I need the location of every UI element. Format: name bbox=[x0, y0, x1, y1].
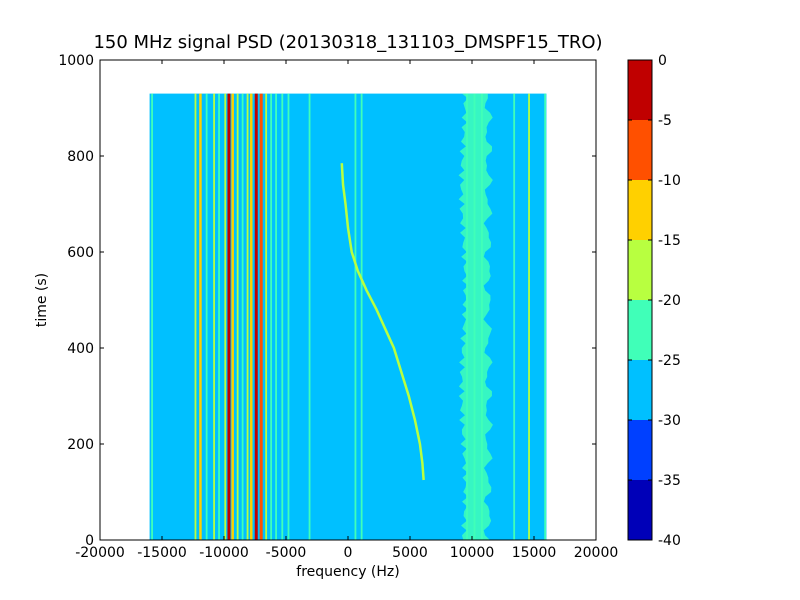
colorbar-tick-label: -30 bbox=[658, 413, 681, 429]
y-axis-label: time (s) bbox=[34, 273, 50, 327]
x-tick-label: -20000 bbox=[75, 545, 125, 561]
y-tick-label: 0 bbox=[85, 533, 94, 549]
colorbar-tick-label: -40 bbox=[658, 533, 681, 549]
chart-title: 150 MHz signal PSD (20130318_131103_DMSP… bbox=[93, 32, 602, 53]
colorbar-segment bbox=[628, 240, 652, 300]
y-tick-label: 400 bbox=[67, 341, 94, 357]
colorbar-segment bbox=[628, 300, 652, 360]
y-tick-label: 200 bbox=[67, 437, 94, 453]
x-tick-label: 15000 bbox=[512, 545, 557, 561]
x-tick-label: 0 bbox=[344, 545, 353, 561]
plot-area: -20000 -15000 -10000 -5000 0 5000 10000 15000 20… bbox=[58, 53, 618, 561]
y-tick-label: 600 bbox=[67, 245, 94, 261]
colorbar-segment bbox=[628, 420, 652, 480]
x-tick-label: 20000 bbox=[574, 545, 619, 561]
y-tick-label: 800 bbox=[67, 149, 94, 165]
colorbar-segment bbox=[628, 360, 652, 420]
colorbar-segment bbox=[628, 60, 652, 120]
heatmap-background-region bbox=[149, 93, 547, 540]
colorbar-tick-label: -10 bbox=[658, 173, 681, 189]
colorbar: 0 -5 -10 -15 -20 -25 -30 -35 -40 bbox=[627, 53, 681, 549]
colorbar-tick-label: -20 bbox=[658, 293, 681, 309]
y-axis-ticks: 0 200 400 600 800 1000 bbox=[58, 53, 596, 549]
colorbar-segment bbox=[628, 480, 652, 540]
x-tick-label: -5000 bbox=[266, 545, 307, 561]
colorbar-tick-label: 0 bbox=[658, 53, 667, 69]
colorbar-tick-label: -35 bbox=[658, 473, 681, 489]
colorbar-tick-label: -15 bbox=[658, 233, 681, 249]
x-tick-label: 5000 bbox=[392, 545, 428, 561]
colorbar-tick-label: -25 bbox=[658, 353, 681, 369]
heatmap bbox=[149, 93, 547, 540]
x-tick-label: 10000 bbox=[450, 545, 495, 561]
x-tick-label: -10000 bbox=[199, 545, 249, 561]
colorbar-segment bbox=[628, 120, 652, 180]
colorbar-tick-label: -5 bbox=[658, 113, 672, 129]
heatmap-doppler-curve bbox=[340, 163, 425, 481]
colorbar-segment bbox=[628, 180, 652, 240]
x-axis-label: frequency (Hz) bbox=[296, 564, 399, 580]
x-axis-ticks: -20000 -15000 -10000 -5000 0 5000 10000 15000 20… bbox=[75, 60, 618, 561]
x-tick-label: -15000 bbox=[137, 545, 187, 561]
y-tick-label: 1000 bbox=[58, 53, 94, 69]
